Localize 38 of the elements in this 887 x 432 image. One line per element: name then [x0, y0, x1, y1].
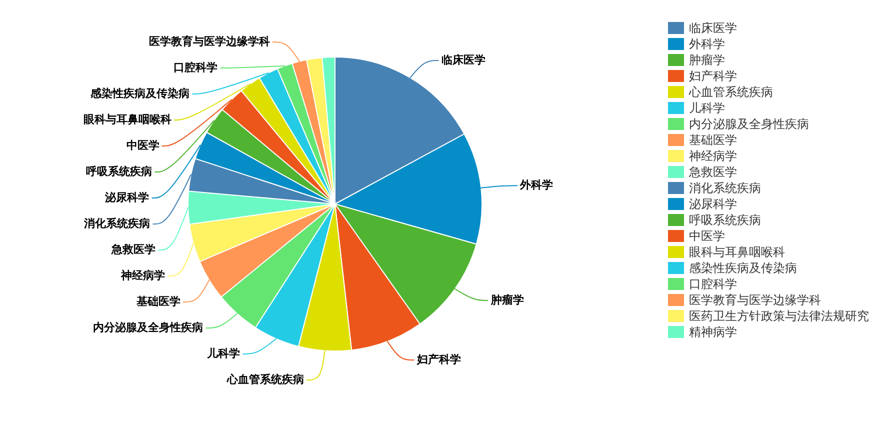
legend-label: 眼科与耳鼻咽喉科	[689, 245, 785, 259]
legend-label: 精神病学	[689, 325, 737, 339]
slice-label: 内分泌腺及全身性疾病	[93, 321, 204, 334]
legend-label: 医药卫生方针政策与法律法规研究	[689, 309, 869, 323]
slice-label: 消化系统疾病	[83, 216, 150, 230]
slice-label: 中医学	[126, 138, 160, 152]
slice-label: 心血管系统疾病	[226, 373, 304, 386]
legend-label: 妇产科学	[689, 69, 737, 83]
legend-label: 医学教育与医学边缘学科	[689, 293, 821, 307]
legend-label: 口腔科学	[689, 277, 737, 291]
legend-label: 神经病学	[689, 149, 737, 163]
legend-label: 感染性疾病及传染病	[689, 261, 797, 275]
legend-label: 中医学	[689, 229, 725, 243]
legend-label: 儿科学	[689, 101, 725, 115]
legend-label: 泌尿科学	[689, 197, 737, 211]
slice-label: 急救医学	[110, 242, 156, 256]
legend-label: 呼吸系统疾病	[689, 213, 761, 227]
slice-label: 呼吸系统疾病	[86, 164, 152, 178]
slice-label: 口腔科学	[174, 60, 218, 74]
legend-label: 心血管系统疾病	[688, 85, 773, 99]
legend-label: 临床医学	[689, 21, 737, 35]
slice-label: 肿瘤学	[490, 293, 524, 306]
slice-label: 基础医学	[135, 294, 180, 308]
slice-label: 妇产科学	[416, 353, 461, 366]
legend-label: 基础医学	[689, 133, 737, 147]
legend-label: 急救医学	[688, 165, 737, 179]
slice-label: 眼科与耳鼻咽喉科	[83, 112, 172, 126]
legend-label: 外科学	[689, 37, 725, 51]
slice-label: 医学教育与医学边缘学科	[148, 34, 270, 48]
slice-label: 儿科学	[206, 347, 240, 360]
legend-label: 内分泌腺及全身性疾病	[689, 117, 809, 131]
slice-label: 外科学	[519, 178, 554, 192]
legend-label: 肿瘤学	[689, 53, 725, 67]
slice-label: 临床医学	[441, 54, 486, 67]
slice-label: 神经病学	[120, 268, 166, 282]
legend-label: 消化系统疾病	[689, 181, 761, 195]
slice-label: 感染性疾病及传染病	[90, 86, 190, 100]
slice-label: 泌尿科学	[104, 190, 150, 204]
